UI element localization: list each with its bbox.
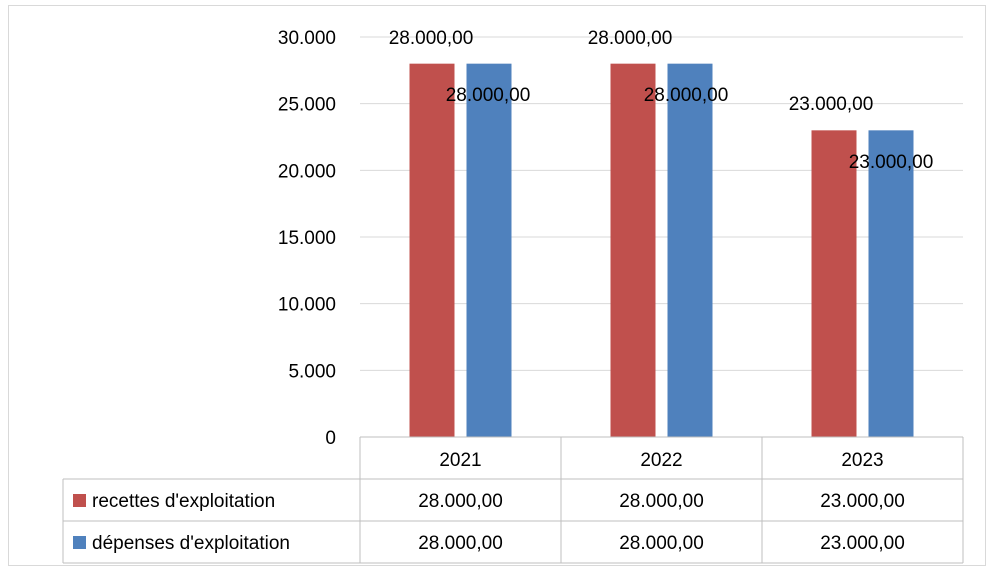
table-cell: 23.000,00: [820, 491, 905, 512]
legend-swatch: [73, 536, 86, 549]
legend-label: dépenses d'exploitation: [92, 533, 290, 554]
y-tick-label: 15.000: [278, 228, 336, 249]
legend-label: recettes d'exploitation: [92, 491, 275, 512]
data-label: 28.000,00: [588, 28, 673, 49]
legend-swatch: [73, 494, 86, 507]
table-cell: 28.000,00: [418, 533, 503, 554]
x-tick-label: 2023: [841, 450, 883, 471]
y-axis: 0 5.000 10.000 15.000 20.000 25.000 30.000: [278, 28, 336, 449]
data-label: 28.000,00: [644, 85, 729, 106]
data-label: 23.000,00: [789, 94, 874, 115]
x-tick-label: 2022: [640, 450, 682, 471]
y-tick-label: 5.000: [288, 361, 336, 382]
bar-recettes-2023: [811, 130, 857, 438]
bars: [409, 63, 914, 438]
bar-depenses-2023: [868, 130, 914, 438]
table-cell: 23.000,00: [820, 533, 905, 554]
data-label: 23.000,00: [849, 152, 934, 173]
bar-recettes-2021: [409, 63, 455, 438]
bar-data-labels: 28.000,00 28.000,00 23.000,00 28.000,00 28.0…: [389, 28, 934, 173]
bar-depenses-2021: [466, 63, 512, 438]
y-tick-label: 30.000: [278, 28, 336, 49]
y-tick-label: 10.000: [278, 295, 336, 316]
y-tick-label: 0: [325, 428, 336, 449]
table-cell: 28.000,00: [619, 533, 704, 554]
x-tick-label: 2021: [439, 450, 481, 471]
table-cell: 28.000,00: [418, 491, 503, 512]
y-tick-label: 25.000: [278, 95, 336, 116]
data-label: 28.000,00: [446, 85, 531, 106]
bar-recettes-2022: [610, 63, 656, 438]
data-label: 28.000,00: [389, 28, 474, 49]
data-table: 2021 2022 2023 recettes d'exploitation 28.00…: [62, 436, 964, 564]
bar-depenses-2022: [667, 63, 713, 438]
y-tick-label: 20.000: [278, 161, 336, 182]
table-cell: 28.000,00: [619, 491, 704, 512]
